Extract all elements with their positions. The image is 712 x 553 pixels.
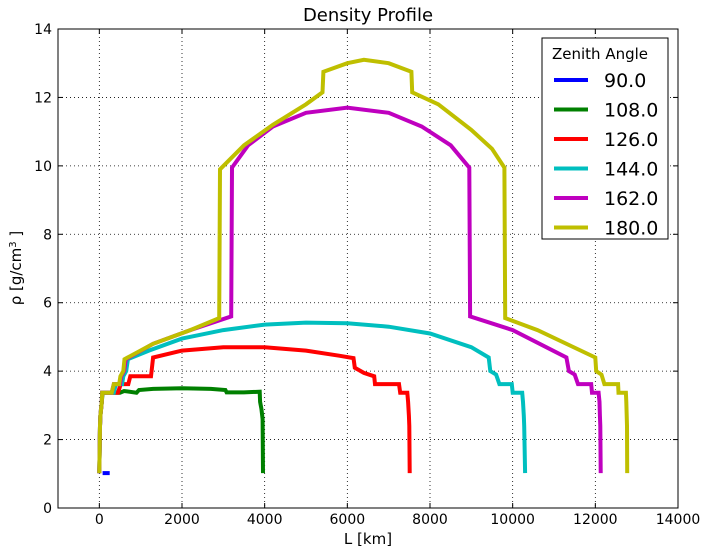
x-tick-label: 14000 <box>656 512 701 528</box>
x-tick-label: 8000 <box>412 512 448 528</box>
legend-title: Zenith Angle <box>552 45 648 63</box>
x-tick-label: 10000 <box>490 512 535 528</box>
legend-label: 126.0 <box>604 129 658 151</box>
series-lines <box>97 57 630 476</box>
y-tick-label: 0 <box>43 501 52 517</box>
x-tick-label: 6000 <box>330 512 366 528</box>
y-tick-label: 4 <box>43 364 52 380</box>
y-axis-label: ρ [g/cm3 ] <box>7 231 25 306</box>
x-tick-label: 2000 <box>164 512 200 528</box>
y-tick-label: 10 <box>34 159 52 175</box>
legend-label: 144.0 <box>604 159 658 181</box>
series-line-108-0 <box>97 386 265 474</box>
y-tick-label: 12 <box>34 90 52 106</box>
plot-frame <box>57 28 679 509</box>
y-tick-label: 2 <box>43 433 52 449</box>
y-axis-ticks: 0 2 4 6 8 10 12 14 <box>34 22 678 517</box>
legend-label: 162.0 <box>604 188 658 210</box>
x-tick-label: 0 <box>95 512 104 528</box>
series-line-144-0 <box>97 320 528 474</box>
series-line-126-0 <box>97 345 412 474</box>
x-axis-label: L [km] <box>344 530 392 548</box>
y-axis-label-suffix: ] <box>7 231 25 242</box>
series-line-180-0 <box>97 57 630 474</box>
legend: Zenith Angle 90.0 108.0 126.0 144.0 162.0 180… <box>541 37 669 240</box>
y-axis-label-text: ρ [g/cm <box>7 248 25 306</box>
y-tick-label: 14 <box>34 22 52 38</box>
legend-label: 180.0 <box>604 218 658 240</box>
y-tick-label: 6 <box>43 296 52 312</box>
legend-entries: 90.0 108.0 126.0 144.0 162.0 180.0 <box>554 70 658 240</box>
y-axis-label-superscript: 3 <box>8 241 19 247</box>
x-axis-ticks: 0 2000 4000 6000 8000 10000 12000 14000 <box>95 29 700 528</box>
x-tick-label: 12000 <box>573 512 618 528</box>
y-tick-label: 8 <box>43 227 52 243</box>
chart-title: Density Profile <box>303 5 433 26</box>
legend-label: 90.0 <box>604 70 646 92</box>
x-tick-label: 4000 <box>247 512 283 528</box>
legend-label: 108.0 <box>604 100 658 122</box>
